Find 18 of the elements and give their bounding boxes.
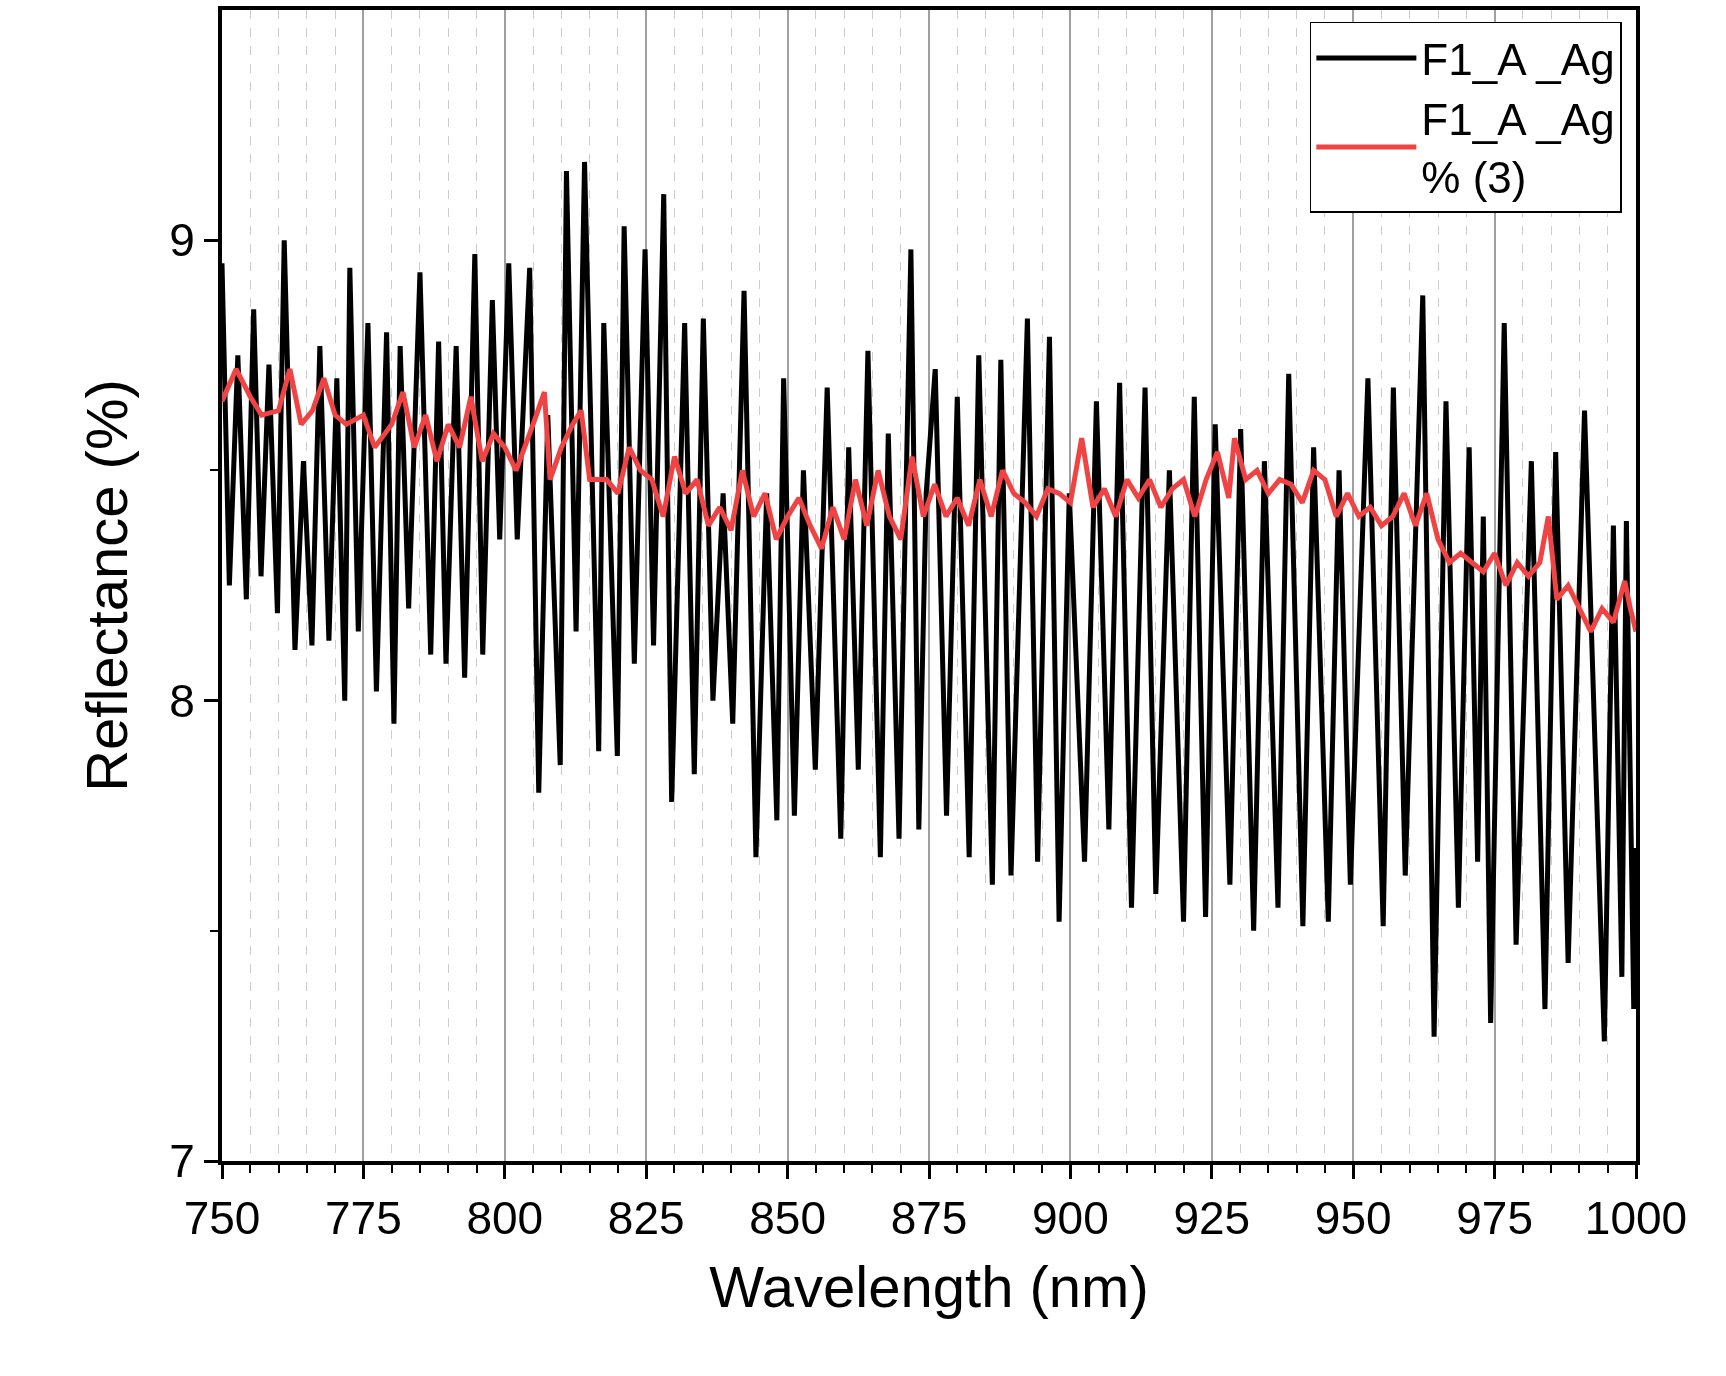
x-tick-label: 925 bbox=[1173, 1192, 1251, 1245]
y-tick-label: 8 bbox=[169, 674, 195, 727]
x-tick-label: 875 bbox=[890, 1192, 968, 1245]
y-axis-title: Reflectance (%) bbox=[73, 379, 139, 792]
legend-label: F1_A _Ag % (3) bbox=[1421, 95, 1615, 202]
x-tick-label: 775 bbox=[325, 1192, 402, 1245]
x-tick-label: 1000 bbox=[1584, 1192, 1688, 1245]
y-tick-label: 9 bbox=[169, 214, 195, 267]
x-tick-label: 800 bbox=[466, 1192, 544, 1245]
x-tick-label: 900 bbox=[1032, 1192, 1109, 1245]
x-tick-label: 825 bbox=[607, 1192, 685, 1245]
x-tick-label: 950 bbox=[1314, 1192, 1392, 1245]
x-tick-label: 975 bbox=[1456, 1192, 1533, 1245]
legend-label: F1_A _Ag bbox=[1421, 35, 1615, 85]
x-tick-label: 750 bbox=[183, 1192, 261, 1245]
x-axis-title: Wavelength (nm) bbox=[709, 1253, 1149, 1319]
y-tick-label: 7 bbox=[169, 1135, 195, 1188]
x-tick-label: 850 bbox=[749, 1192, 826, 1245]
